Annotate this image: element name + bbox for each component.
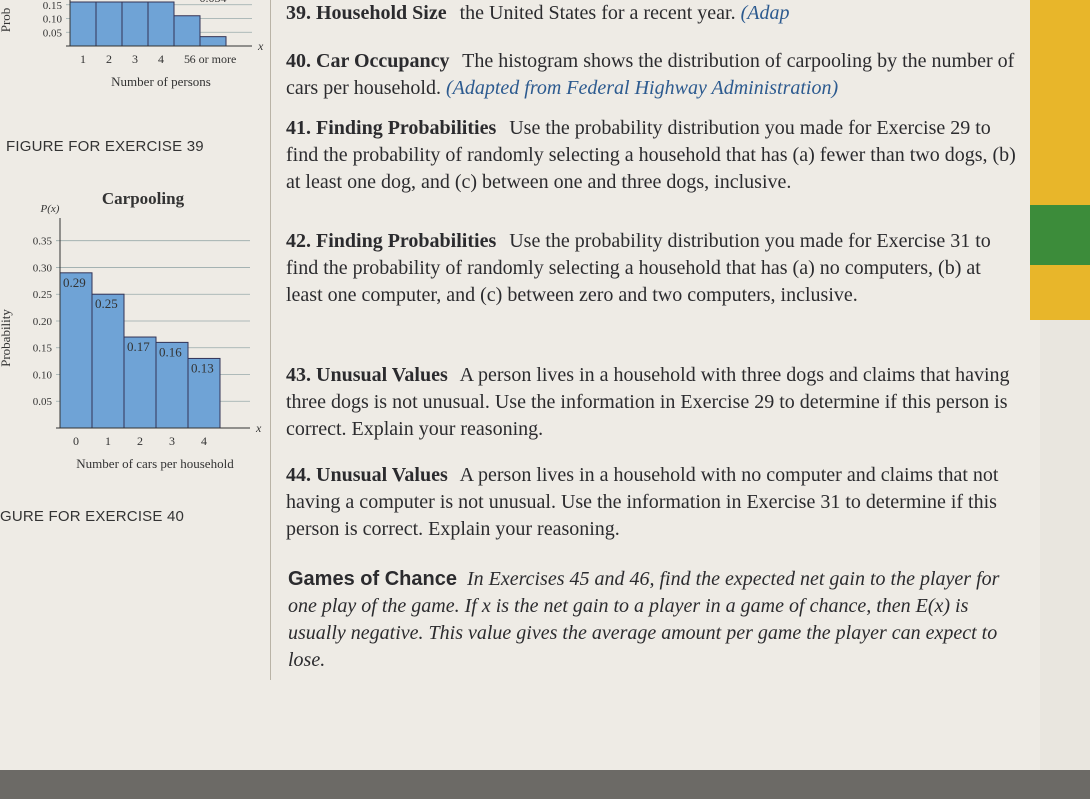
exercise-source: (Adap [740, 2, 790, 24]
y-tick-label: 0.05 [33, 396, 53, 408]
x-tick-label: 3 [169, 434, 175, 448]
y-axis-label: Prob [0, 8, 13, 33]
x-tick-label: 2 [137, 434, 143, 448]
figure-caption: GURE FOR EXERCISE 40 [0, 508, 185, 525]
exercise-number: 42. [286, 230, 311, 252]
section-heading: Games of Chance [288, 568, 457, 590]
y-tick-label: 0.35 [33, 236, 53, 248]
games-section: Games of Chance In Exercises 45 and 46, f… [288, 566, 1023, 674]
value-label: 0.034 [200, 0, 227, 5]
histogram-figure-39: 0.050.10 0.15 1 2 3 4 56 or more 0.034 x Number o… [0, 0, 264, 89]
exercise-number: 43. [286, 364, 311, 386]
y-tick-label: 0.20 [33, 316, 53, 328]
value-label: 0.25 [95, 296, 118, 311]
x-tick-label: 4 [158, 52, 164, 66]
x-tick-label: 5 [184, 52, 190, 66]
pencil [1030, 0, 1090, 320]
x-axis-label: Number of cars per household [76, 456, 234, 471]
x-tick-label: 6 or more [190, 52, 237, 66]
bar [95, 1, 123, 47]
y-tick-label: 0.15 [33, 343, 53, 355]
y-tick-label: 0.10 [43, 14, 63, 26]
section-text: In Exercises 45 and 46, find the expecte… [288, 568, 1000, 671]
x-axis-symbol: x [257, 39, 264, 53]
exercise: 42. Finding Probabilities Use the probab… [286, 228, 1016, 309]
y-tick-label: 0.25 [33, 289, 53, 301]
bar [121, 1, 149, 47]
bar [147, 1, 175, 47]
chart-title: Carpooling [102, 189, 185, 208]
exercise-number: 41. [286, 117, 311, 139]
x-tick-label: 3 [132, 52, 138, 66]
exercise-text: the United States for a recent year. [459, 2, 736, 24]
background [0, 770, 1090, 799]
exercise-title: Car Occupancy [316, 50, 450, 72]
value-label: 0.16 [159, 344, 182, 359]
x-tick-label: 0 [73, 434, 79, 448]
exercise: 39. Household Size the United States for… [286, 0, 1016, 27]
figure-caption: FIGURE FOR EXERCISE 39 [6, 138, 204, 155]
exercise-title: Unusual Values [316, 364, 448, 386]
bar [199, 36, 227, 47]
y-axis-symbol: P(x) [40, 203, 60, 215]
value-label: 0.13 [191, 360, 214, 375]
x-axis-label: Number of persons [111, 74, 211, 89]
bar [187, 357, 221, 429]
exercise-text: The histogram shows the distribution of … [286, 50, 1015, 99]
exercise-number: 40. [286, 50, 311, 72]
value-label: 0.17 [127, 339, 150, 354]
y-tick-label: 0.05 [43, 27, 63, 39]
exercise-text: Use the probability distribution you mad… [286, 230, 991, 306]
bar [173, 15, 201, 47]
bar [69, 1, 97, 47]
y-tick-label: 0.10 [33, 369, 53, 381]
bar [123, 336, 157, 429]
x-tick-label: 1 [105, 434, 111, 448]
y-tick-label: 0.15 [43, 0, 63, 12]
exercise: 44. Unusual Values A person lives in a h… [286, 462, 1016, 543]
exercise-text: Use the probability distribution you mad… [286, 117, 1016, 193]
exercise-number: 39. [286, 2, 311, 24]
exercise: 40. Car Occupancy The histogram shows th… [286, 48, 1016, 102]
exercise-title: Finding Probabilities [316, 230, 497, 252]
exercise-title: Unusual Values [316, 464, 448, 486]
y-axis-label: Probability [0, 309, 13, 367]
histogram-figure-40: 0.05 0.10 0.15 0.20 0.25 0.30 0.35 0 0.29 1 0.25 2 0… [0, 189, 262, 471]
y-tick-label: 0.30 [33, 262, 53, 274]
x-tick-label: 2 [106, 52, 112, 66]
exercise-text: A person lives in a household with no co… [286, 464, 999, 540]
x-tick-label: 1 [80, 52, 86, 66]
exercise-title: Finding Probabilities [316, 117, 497, 139]
column-rule [270, 0, 271, 680]
pencil-band [1030, 205, 1090, 265]
exercise: 43. Unusual Values A person lives in a h… [286, 362, 1016, 443]
exercise-number: 44. [286, 464, 311, 486]
exercise-source: (Adapted from Federal Highway Administra… [445, 77, 839, 99]
x-tick-label: 4 [201, 434, 207, 448]
exercise-title: Household Size [316, 2, 447, 24]
bar [59, 272, 93, 429]
bar [91, 293, 125, 429]
value-label: 0.29 [63, 275, 86, 290]
x-axis-symbol: x [255, 421, 262, 435]
exercise-text: A person lives in a household with three… [286, 364, 1010, 440]
exercise: 41. Finding Probabilities Use the probab… [286, 115, 1016, 196]
